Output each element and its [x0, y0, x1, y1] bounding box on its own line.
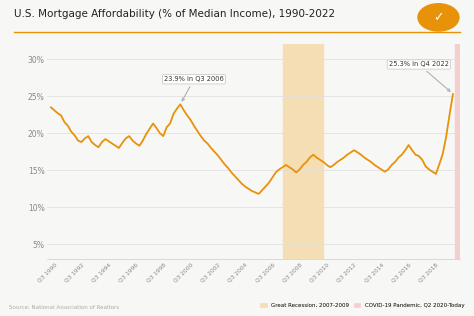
- Text: Source: National Association of Realtors: Source: National Association of Realtors: [9, 305, 119, 310]
- Text: 23.9% in Q3 2006: 23.9% in Q3 2006: [164, 76, 224, 101]
- Text: U.S. Mortgage Affordability (% of Median Income), 1990-2022: U.S. Mortgage Affordability (% of Median…: [14, 9, 335, 20]
- Bar: [283, 44, 323, 259]
- Circle shape: [418, 4, 459, 31]
- Text: 14.8% in Q4 2020: 14.8% in Q4 2020: [0, 315, 1, 316]
- Legend: Great Recession, 2007-2009, COVID-19 Pandemic, Q2 2020-Today: Great Recession, 2007-2009, COVID-19 Pan…: [258, 301, 466, 310]
- Bar: [455, 44, 463, 259]
- Text: 25.3% in Q4 2022: 25.3% in Q4 2022: [389, 62, 450, 91]
- Text: ✓: ✓: [433, 11, 444, 24]
